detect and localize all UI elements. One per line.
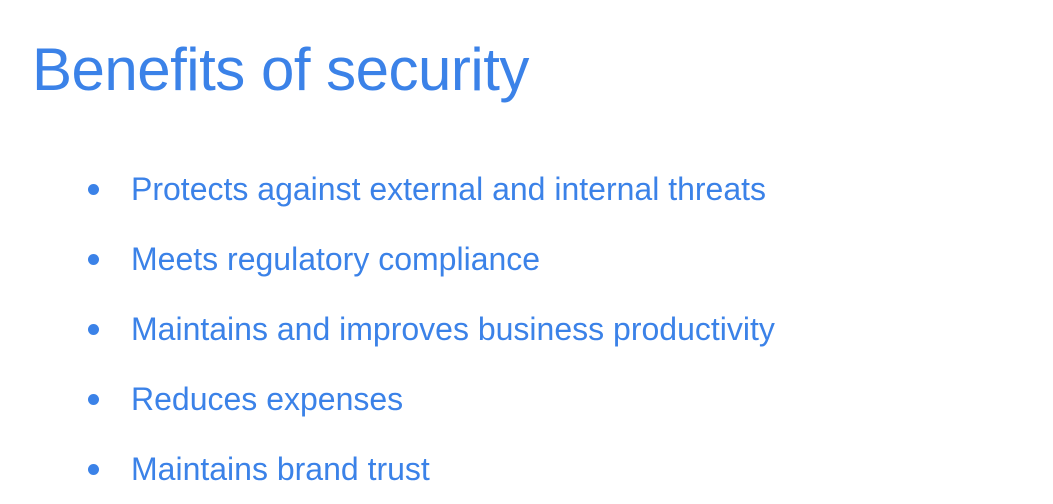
slide-title: Benefits of security (32, 36, 529, 103)
bullet-dot-icon (88, 463, 99, 475)
bullet-item: Protects against external and internal t… (88, 154, 775, 224)
bullet-item: Meets regulatory compliance (88, 224, 775, 294)
bullet-item: Maintains brand trust (88, 434, 775, 504)
bullet-text: Protects against external and internal t… (131, 171, 767, 207)
bullet-item: Maintains and improves business producti… (88, 294, 775, 364)
bullet-text: Maintains brand trust (131, 451, 430, 487)
bullet-dot-icon (88, 183, 99, 195)
bullet-dot-icon (88, 393, 99, 405)
slide: Benefits of security Protects against ex… (32, 36, 775, 487)
bullet-text: Maintains and improves business producti… (131, 311, 775, 347)
bullet-list: Protects against external and internal t… (88, 154, 775, 504)
bullet-text: Meets regulatory compliance (131, 241, 541, 277)
bullet-text: Reduces expenses (131, 381, 404, 417)
bullet-dot-icon (88, 323, 99, 335)
bullet-item: Reduces expenses (88, 364, 775, 434)
bullet-dot-icon (88, 253, 99, 265)
